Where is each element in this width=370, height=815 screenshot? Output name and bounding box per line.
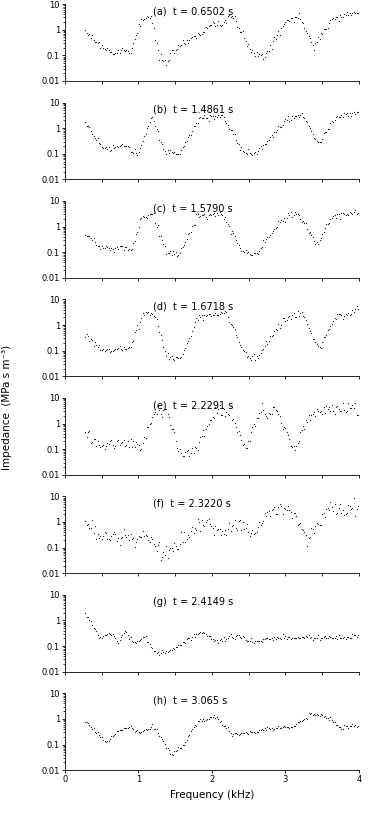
- Text: (c)  t = 1.5790 s: (c) t = 1.5790 s: [153, 203, 233, 214]
- Text: (h)  t = 3.065 s: (h) t = 3.065 s: [153, 695, 227, 706]
- Text: (d)  t = 1.6718 s: (d) t = 1.6718 s: [153, 302, 233, 312]
- X-axis label: Frequency (kHz): Frequency (kHz): [169, 790, 254, 800]
- Text: (f)  t = 2.3220 s: (f) t = 2.3220 s: [153, 499, 231, 509]
- Text: (a)  t = 0.6502 s: (a) t = 0.6502 s: [153, 7, 233, 16]
- Text: (b)  t = 1.4861 s: (b) t = 1.4861 s: [153, 105, 233, 115]
- Text: (e)  t = 2.2291 s: (e) t = 2.2291 s: [153, 400, 233, 410]
- Text: Impedance  (MPa s m⁻³): Impedance (MPa s m⁻³): [2, 345, 12, 470]
- Text: (g)  t = 2.4149 s: (g) t = 2.4149 s: [153, 597, 233, 607]
